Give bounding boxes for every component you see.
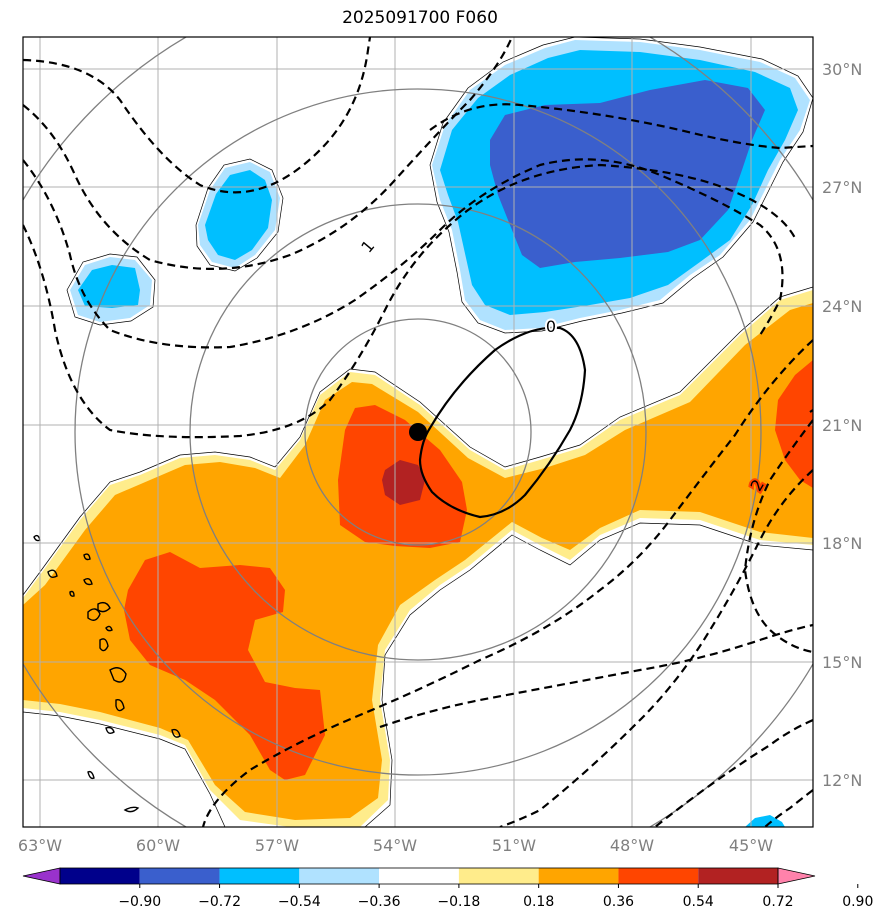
colorbar-tick-label: −0.72 <box>198 894 241 910</box>
lat-label: 24°N <box>822 297 862 316</box>
colorbar-segment <box>139 868 220 884</box>
storm-center-marker <box>409 423 427 441</box>
lon-label: 48°W <box>610 836 654 855</box>
colorbar-segment <box>698 868 778 884</box>
colorbar-extend-high <box>777 867 816 885</box>
colorbar-segment <box>219 868 300 884</box>
positive-field-red-right <box>775 360 813 488</box>
colorbar-tick-label: −0.36 <box>358 894 401 910</box>
map-gridlines <box>23 37 813 827</box>
dashed-contours <box>23 37 813 827</box>
lat-label: 30°N <box>822 60 862 79</box>
positive-field-darkred-center <box>382 460 425 505</box>
lon-label: 45°W <box>729 836 773 855</box>
zero-contour <box>418 326 587 519</box>
colorbar-extend-low <box>22 867 61 885</box>
negative-field-cyan-small-1 <box>205 170 272 260</box>
colorbar-tick-label: −0.90 <box>118 894 161 910</box>
colorbar-segment <box>458 868 539 884</box>
lon-label: 54°W <box>373 836 417 855</box>
contour-label-0: 0 <box>546 317 556 336</box>
colorbar-segment <box>299 868 380 884</box>
colorbar-outline <box>59 867 779 885</box>
colorbar-tick-label: 0.72 <box>762 894 793 910</box>
lon-label: 60°W <box>136 836 180 855</box>
longitude-axis: 63°W 60°W 57°W 54°W 51°W 48°W 45°W <box>18 836 773 855</box>
lat-label: 18°N <box>822 534 862 553</box>
lat-label: 21°N <box>822 416 862 435</box>
colorbar-segment <box>379 868 459 884</box>
colorbar-tick-label: −0.54 <box>278 894 321 910</box>
negative-field-cyan-small-2 <box>78 265 140 308</box>
colorbar-tick-label: 0.54 <box>683 894 714 910</box>
map-title: 2025091700 F060 <box>342 8 498 28</box>
colorbar-segment <box>618 868 699 884</box>
negative-field-corner <box>745 815 785 827</box>
lat-label: 15°N <box>822 653 862 672</box>
latitude-axis: 30°N 27°N 24°N 21°N 18°N 15°N 12°N <box>822 60 862 790</box>
colorbar-segment <box>538 868 619 884</box>
map-frame <box>22 36 814 828</box>
colorbar-tick-label: 0.36 <box>603 894 634 910</box>
colorbar-tick-label: 0.90 <box>842 894 873 910</box>
colorbar-segment <box>60 868 140 884</box>
lat-label: 27°N <box>822 178 862 197</box>
colorbar-tick-label: 0.18 <box>523 894 554 910</box>
lon-label: 63°W <box>18 836 62 855</box>
lon-label: 51°W <box>492 836 536 855</box>
lon-label: 57°W <box>255 836 299 855</box>
negative-field-blue-large <box>490 80 765 268</box>
colorbar-tick-label: −0.18 <box>437 894 480 910</box>
range-rings <box>23 37 813 827</box>
lat-label: 12°N <box>822 771 862 790</box>
